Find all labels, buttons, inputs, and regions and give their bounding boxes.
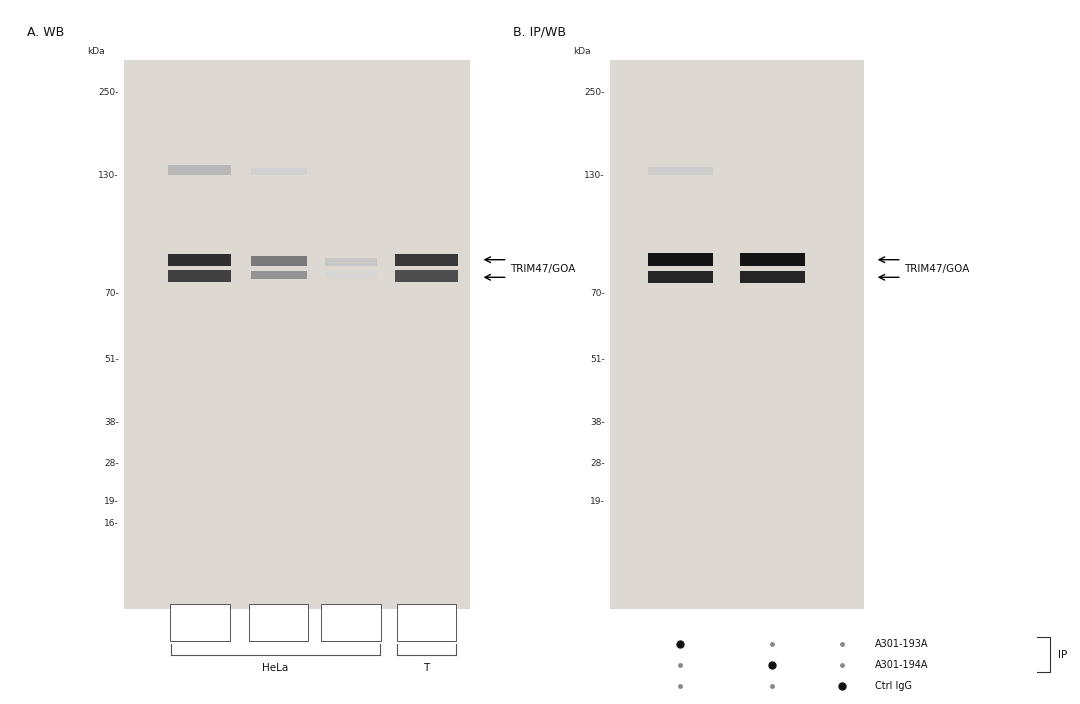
Text: kDa: kDa [573, 47, 591, 56]
Bar [168, 253, 231, 265]
Bar [648, 271, 713, 283]
Text: 38-: 38- [104, 417, 119, 427]
Text: 16-: 16- [104, 520, 119, 528]
Text: IP: IP [1058, 650, 1068, 660]
Text: HeLa: HeLa [262, 663, 288, 673]
Text: 50: 50 [420, 617, 433, 627]
Bar [395, 270, 458, 282]
Bar [251, 256, 307, 265]
Text: 28-: 28- [104, 459, 119, 468]
Bar [171, 604, 229, 641]
Bar [124, 60, 470, 609]
Text: A. WB: A. WB [27, 26, 64, 39]
Bar [648, 253, 713, 265]
Text: 19-: 19- [590, 498, 605, 506]
Text: 51-: 51- [104, 355, 119, 363]
Text: 130-: 130- [98, 170, 119, 180]
Text: 250-: 250- [584, 88, 605, 97]
Bar [740, 253, 805, 265]
Text: 19-: 19- [104, 498, 119, 506]
Text: 250-: 250- [98, 88, 119, 97]
Bar [325, 271, 377, 278]
Bar [168, 165, 231, 175]
Bar [397, 604, 456, 641]
Text: 70-: 70- [104, 289, 119, 298]
Text: kDa: kDa [87, 47, 105, 56]
Text: 15: 15 [272, 617, 285, 627]
Text: 38-: 38- [590, 417, 605, 427]
Bar [251, 271, 307, 279]
Text: Ctrl IgG: Ctrl IgG [875, 681, 912, 691]
Text: TRIM47/GOA: TRIM47/GOA [904, 263, 970, 274]
Text: 50: 50 [193, 617, 206, 627]
Text: 51-: 51- [590, 355, 605, 363]
Bar [248, 604, 309, 641]
Text: 70-: 70- [590, 289, 605, 298]
Text: A301-194A: A301-194A [875, 660, 929, 670]
Bar [740, 271, 805, 283]
Text: B. IP/WB: B. IP/WB [513, 26, 566, 39]
Bar [322, 604, 380, 641]
Text: 28-: 28- [590, 459, 605, 468]
Text: 5: 5 [348, 617, 354, 627]
Bar [395, 253, 458, 265]
Bar [168, 270, 231, 282]
Bar [610, 60, 864, 609]
Text: A301-193A: A301-193A [875, 639, 929, 649]
Text: 130-: 130- [584, 170, 605, 180]
Text: T: T [423, 663, 430, 673]
Bar [648, 168, 713, 175]
Text: TRIM47/GOA: TRIM47/GOA [510, 263, 576, 274]
Bar [251, 168, 307, 175]
Bar [325, 258, 377, 265]
